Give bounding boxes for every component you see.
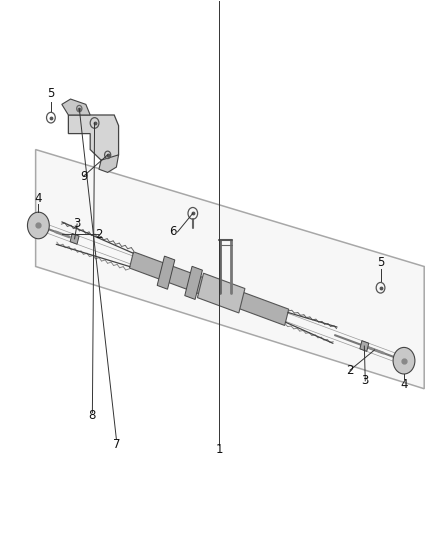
Polygon shape bbox=[68, 115, 119, 162]
Text: 4: 4 bbox=[400, 378, 408, 391]
Text: 9: 9 bbox=[80, 169, 88, 183]
Text: 5: 5 bbox=[377, 256, 384, 269]
Text: 3: 3 bbox=[74, 217, 81, 230]
Circle shape bbox=[28, 212, 49, 239]
Text: 6: 6 bbox=[170, 225, 177, 238]
Polygon shape bbox=[130, 252, 289, 326]
Text: 7: 7 bbox=[113, 438, 120, 451]
Text: 2: 2 bbox=[95, 228, 102, 241]
Text: 4: 4 bbox=[35, 192, 42, 205]
Text: 8: 8 bbox=[89, 409, 96, 422]
Polygon shape bbox=[70, 233, 79, 244]
Text: 1: 1 bbox=[215, 443, 223, 456]
Polygon shape bbox=[99, 155, 119, 172]
Polygon shape bbox=[198, 273, 245, 313]
Polygon shape bbox=[360, 341, 369, 351]
Polygon shape bbox=[157, 256, 175, 289]
Text: 5: 5 bbox=[47, 87, 55, 100]
Polygon shape bbox=[35, 150, 424, 389]
Text: 3: 3 bbox=[362, 374, 369, 387]
Polygon shape bbox=[62, 99, 90, 115]
Circle shape bbox=[393, 348, 415, 374]
Text: 2: 2 bbox=[346, 364, 354, 377]
Polygon shape bbox=[185, 266, 202, 300]
